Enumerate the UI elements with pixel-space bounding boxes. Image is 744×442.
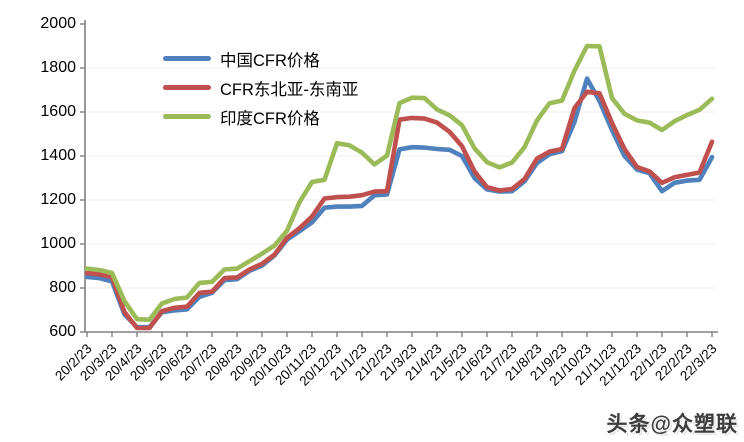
chart-legend: 中国CFR价格 CFR东北亚-东南亚 印度CFR价格	[163, 44, 358, 131]
legend-item-china-cfr: 中国CFR价格	[163, 44, 358, 73]
series-line-1	[84, 89, 715, 331]
legend-line-sample-nea-sea	[163, 85, 211, 90]
legend-item-cfr-nea-sea: CFR东北亚-东南亚	[163, 73, 358, 102]
y-tick-label: 600	[49, 323, 76, 340]
legend-label-india: 印度CFR价格	[220, 109, 320, 128]
y-tick-label: 800	[49, 279, 76, 296]
legend-label-nea-sea: CFR东北亚-东南亚	[220, 80, 359, 99]
legend-label-china: 中国CFR价格	[220, 51, 320, 70]
y-tick-label: 1400	[40, 147, 76, 164]
y-tick-label: 1000	[40, 235, 76, 252]
y-tick-label: 1800	[40, 59, 76, 76]
y-tick-label: 1200	[40, 191, 76, 208]
legend-line-sample-india	[163, 114, 211, 119]
watermark-text: 头条@众塑联	[606, 413, 738, 436]
legend-item-india-cfr: 印度CFR价格	[163, 102, 358, 131]
series-line-2	[84, 43, 715, 323]
y-tick-label: 2000	[40, 15, 76, 32]
legend-line-sample-china	[163, 56, 211, 61]
y-tick-label: 1600	[40, 103, 76, 120]
